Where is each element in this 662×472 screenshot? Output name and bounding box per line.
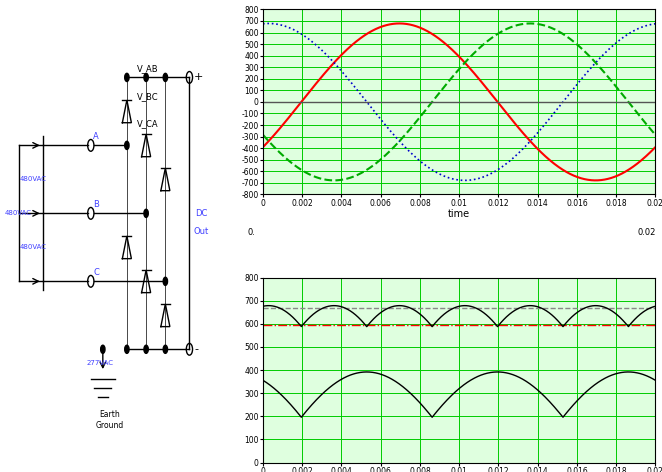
Circle shape: [101, 345, 105, 354]
V_AB: [651, 144, 659, 150]
V_BC: [426, 166, 434, 172]
V_BC: [304, 35, 312, 41]
Circle shape: [124, 73, 129, 82]
V_CA: [602, 71, 610, 77]
Text: V_BC: V_BC: [138, 92, 159, 101]
V_CA: [651, 132, 659, 138]
Text: B: B: [93, 200, 99, 209]
V_BC: [327, 57, 335, 62]
V_CA: [526, 21, 534, 26]
V_AB: [304, 91, 312, 97]
Text: Earth
Ground: Earth Ground: [96, 411, 124, 430]
Circle shape: [144, 345, 148, 354]
Circle shape: [144, 209, 148, 218]
Text: DC: DC: [195, 209, 208, 218]
V_AB: [644, 152, 652, 157]
V_AB: [602, 177, 610, 182]
V_AB: [259, 144, 267, 150]
V_BC: [644, 22, 652, 28]
V_CA: [410, 122, 418, 128]
Text: 480VAC: 480VAC: [20, 177, 47, 182]
Text: Out: Out: [194, 227, 209, 236]
Line: V_BC: V_BC: [263, 24, 655, 180]
Circle shape: [164, 73, 167, 82]
V_CA: [644, 123, 652, 129]
Text: 277VAC: 277VAC: [87, 360, 114, 366]
V_BC: [410, 152, 418, 158]
Circle shape: [124, 345, 129, 354]
Text: 480VAC: 480VAC: [20, 244, 47, 250]
Text: V_AB: V_AB: [138, 64, 159, 73]
V_AB: [410, 23, 418, 28]
Text: V_CA: V_CA: [138, 119, 159, 128]
V_AB: [592, 177, 600, 183]
Circle shape: [144, 73, 148, 82]
V_BC: [461, 177, 469, 183]
Circle shape: [164, 345, 167, 354]
Circle shape: [164, 277, 167, 286]
V_AB: [426, 30, 434, 36]
Text: 0.: 0.: [248, 228, 255, 237]
Text: +: +: [194, 72, 204, 83]
V_AB: [395, 21, 403, 26]
V_BC: [265, 21, 273, 26]
V_CA: [330, 177, 338, 183]
Line: V_CA: V_CA: [263, 24, 655, 180]
Text: -: -: [194, 344, 198, 354]
V_BC: [259, 21, 267, 26]
V_AB: [327, 63, 335, 69]
Text: 0.02: 0.02: [637, 228, 655, 237]
Line: V_AB: V_AB: [263, 24, 655, 180]
V_CA: [426, 101, 434, 107]
Text: A: A: [93, 132, 99, 141]
Text: C: C: [93, 268, 99, 277]
V_CA: [327, 177, 335, 183]
Circle shape: [124, 141, 129, 150]
V_CA: [304, 171, 312, 177]
Text: 480VAC: 480VAC: [4, 211, 31, 216]
V_BC: [651, 21, 659, 26]
V_CA: [259, 132, 267, 138]
V_BC: [602, 50, 610, 55]
X-axis label: time: time: [448, 209, 470, 219]
